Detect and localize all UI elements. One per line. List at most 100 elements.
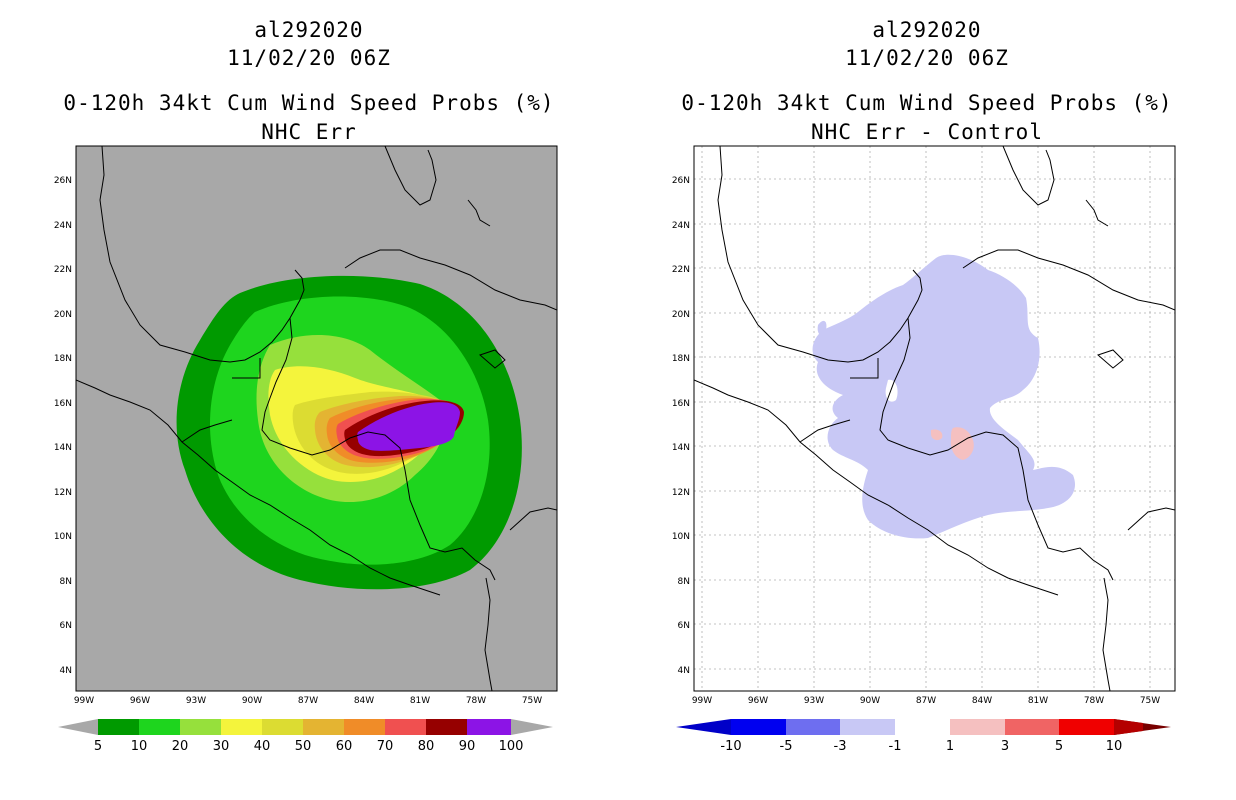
lat-tick: 8N: [678, 577, 690, 587]
lat-tick: 8N: [60, 577, 72, 587]
lon-tick: 81W: [1028, 696, 1048, 706]
prob-90: [357, 402, 460, 451]
lat-tick: 12N: [54, 488, 72, 498]
lat-tick: 20N: [54, 310, 72, 320]
lon-tick: 93W: [186, 696, 206, 706]
colorbar-label: -10: [720, 739, 741, 754]
lat-tick: 20N: [672, 310, 690, 320]
lon-tick: 99W: [74, 696, 94, 706]
diff-pos-1-3b: [931, 429, 943, 441]
lat-tick: 4N: [678, 666, 690, 676]
lon-tick: 78W: [466, 696, 486, 706]
right-title: 0-120h 34kt Cum Wind Speed Probs (%): [681, 91, 1173, 115]
colorbar-box: [98, 719, 139, 735]
colorbar-box: [786, 719, 840, 735]
colorbar-label: 40: [254, 739, 271, 754]
lon-tick: 81W: [410, 696, 430, 706]
diff-pos-1-3: [950, 427, 974, 460]
lon-tick: 99W: [692, 696, 712, 706]
lat-tick: 6N: [678, 621, 690, 631]
colorbar-label: 10: [1106, 739, 1123, 754]
lat-tick: 10N: [672, 532, 690, 542]
left-subtitle: NHC Err: [261, 120, 357, 144]
lon-tick: 96W: [748, 696, 768, 706]
lat-tick: 22N: [54, 265, 72, 275]
right-map-frame: [693, 145, 1176, 692]
lat-tick: 14N: [54, 443, 72, 453]
colorbar-label: 90: [459, 739, 476, 754]
colorbar-box: [1059, 719, 1114, 735]
colorbar-under-arrow: [676, 719, 731, 735]
left-map-frame: [75, 145, 558, 692]
colorbar-label: 50: [295, 739, 312, 754]
lon-tick: 87W: [298, 696, 318, 706]
colorbar-box: [385, 719, 426, 735]
colorbar-label: 5: [1055, 739, 1063, 754]
lat-tick: 18N: [54, 354, 72, 364]
lon-tick: 93W: [804, 696, 824, 706]
lat-tick: 26N: [54, 176, 72, 186]
lon-tick: 75W: [1140, 696, 1160, 706]
colorbar-label: 5: [94, 739, 102, 754]
lat-tick: 18N: [672, 354, 690, 364]
colorbar-label: -5: [780, 739, 793, 754]
left-lat-ticks: 26N 24N 22N 20N 18N 16N 14N 12N 10N 8N 6…: [54, 176, 72, 676]
colorbar-box: [262, 719, 303, 735]
right-difference-contours: [812, 254, 1076, 539]
lon-tick: 84W: [972, 696, 992, 706]
colorbar-label: -1: [889, 739, 902, 754]
colorbar-label: 60: [336, 739, 353, 754]
lon-tick: 78W: [1084, 696, 1104, 706]
colorbar-label: 100: [499, 739, 524, 754]
left-colorbar: 5 10 20 30 40 50 60 70 80 90 100: [58, 719, 553, 754]
lon-tick: 87W: [916, 696, 936, 706]
left-lon-ticks: 99W 96W 93W 90W 87W 84W 81W 78W 75W: [74, 696, 542, 706]
diff-neg-1-3b: [817, 320, 827, 335]
colorbar-box: [303, 719, 344, 735]
colorbar-label: 3: [1001, 739, 1009, 754]
colorbar-box: [1005, 719, 1059, 735]
colorbar-label: 70: [377, 739, 394, 754]
colorbar-label: 30: [213, 739, 230, 754]
lat-tick: 4N: [60, 666, 72, 676]
left-datetime: 11/02/20 06Z: [227, 46, 391, 70]
colorbar-over-arrow: [511, 719, 553, 735]
lon-tick: 96W: [130, 696, 150, 706]
left-coastlines: [76, 146, 557, 691]
lat-tick: 6N: [60, 621, 72, 631]
right-colorbar: -10 -5 -3 -1 1 3 5 10: [676, 719, 1171, 754]
lat-tick: 10N: [54, 532, 72, 542]
colorbar-box: [840, 719, 895, 735]
colorbar-under-arrow: [58, 719, 98, 735]
colorbar-label: 80: [418, 739, 435, 754]
right-map: 26N 24N 22N 20N 18N 16N 14N 12N 10N 8N 6…: [672, 145, 1176, 754]
left-panel: al292020 11/02/20 06Z 0-120h 34kt Cum Wi…: [54, 18, 558, 754]
lat-tick: 16N: [54, 399, 72, 409]
colorbar-box: [895, 719, 950, 735]
left-map: 26N 24N 22N 20N 18N 16N 14N 12N 10N 8N 6…: [54, 145, 558, 754]
colorbar-label: 1: [946, 739, 954, 754]
lat-tick: 24N: [672, 221, 690, 231]
left-title: 0-120h 34kt Cum Wind Speed Probs (%): [63, 91, 555, 115]
right-lat-ticks: 26N 24N 22N 20N 18N 16N 14N 12N 10N 8N 6…: [672, 176, 690, 676]
right-storm-id: al292020: [872, 18, 982, 42]
diff-neg-1-3: [812, 254, 1076, 539]
lon-tick: 90W: [860, 696, 880, 706]
colorbar-box: [467, 719, 511, 735]
colorbar-label: -3: [834, 739, 847, 754]
right-coastlines: [694, 146, 1175, 691]
lat-tick: 24N: [54, 221, 72, 231]
colorbar-box: [950, 719, 1005, 735]
left-storm-id: al292020: [254, 18, 364, 42]
right-lon-ticks: 99W 96W 93W 90W 87W 84W 81W 78W 75W: [692, 696, 1160, 706]
colorbar-box: [139, 719, 180, 735]
colorbar-box: [731, 719, 786, 735]
lat-tick: 14N: [672, 443, 690, 453]
lat-tick: 12N: [672, 488, 690, 498]
right-panel: al292020 11/02/20 06Z 0-120h 34kt Cum Wi…: [618, 0, 1236, 800]
colorbar-box: [180, 719, 221, 735]
lat-tick: 16N: [672, 399, 690, 409]
colorbar-box: [221, 719, 262, 735]
colorbar-box: [344, 719, 385, 735]
right-subtitle: NHC Err - Control: [811, 120, 1043, 144]
